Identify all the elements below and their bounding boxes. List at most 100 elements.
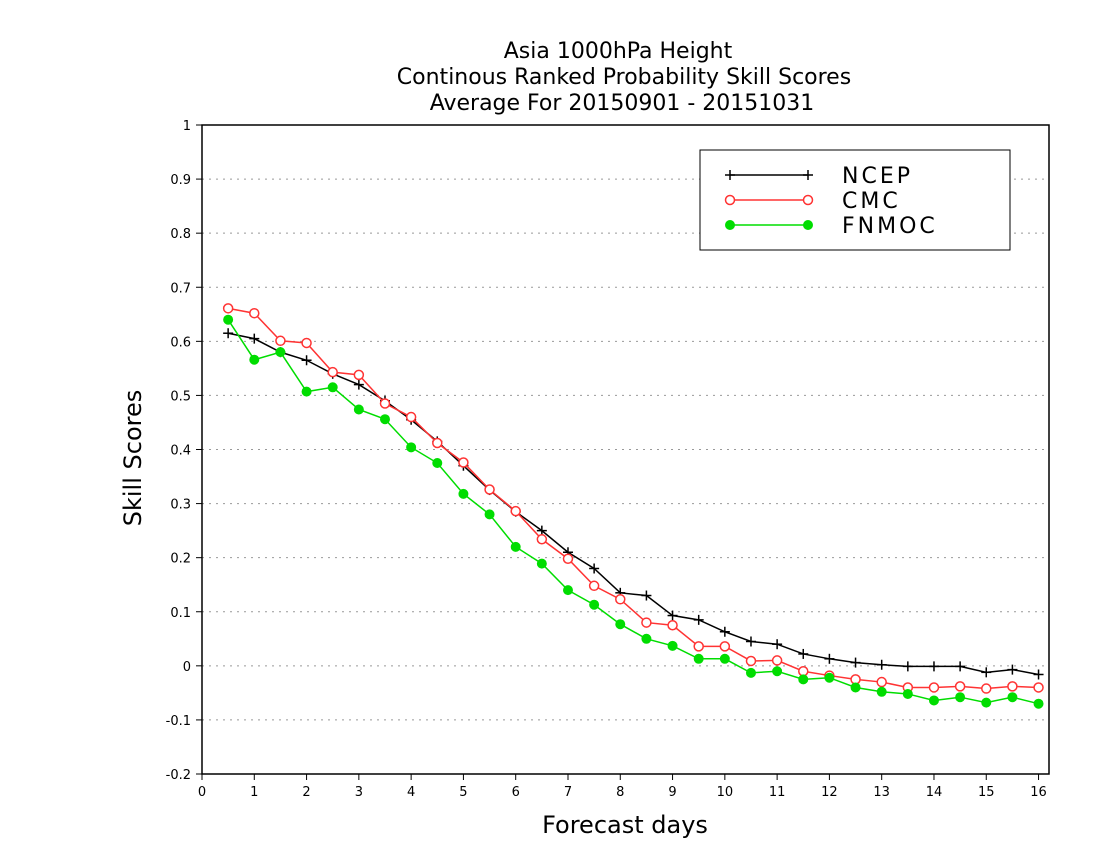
data-point [955,692,966,703]
series-fnmoc [223,314,1044,709]
data-point [876,659,887,670]
data-point [725,170,735,180]
data-point [981,667,992,678]
data-point [902,661,913,672]
data-point [588,580,600,592]
series-lines [222,303,1044,709]
data-point [432,458,443,469]
data-point [589,599,600,610]
x-tick-label: 13 [873,785,890,800]
y-tick-label: 0.7 [170,281,191,296]
x-tick-label: 8 [616,785,624,800]
chart-title: Asia 1000hPa Height Continous Ranked Pro… [397,39,851,116]
data-point [222,303,234,314]
data-point [589,563,600,574]
data-point [928,682,940,693]
data-point [876,686,887,697]
data-point [432,437,443,449]
data-point [772,666,783,677]
data-point [249,354,260,365]
data-point [719,626,730,637]
y-tick-label: -0.1 [166,714,191,729]
data-point [327,366,338,378]
data-point [981,697,992,708]
legend-entry: FNMOC [725,214,938,239]
series-cmc [222,303,1044,694]
x-tick-label: 6 [512,785,520,800]
data-point [1033,698,1044,709]
data-point [562,585,573,596]
y-tick-label: 0.2 [170,552,191,567]
data-point [693,641,704,652]
data-point [1033,682,1044,693]
data-point [615,594,626,605]
data-point [850,682,861,693]
data-point [275,347,286,358]
x-tick-label: 3 [355,785,363,800]
data-point [745,636,756,647]
data-point [824,672,835,683]
x-axis-label: Forecast days [542,811,708,839]
x-tick-label: 5 [459,785,467,800]
y-tick-label: 0.1 [170,606,191,621]
x-tick-label: 9 [668,785,676,800]
data-point [249,333,260,344]
x-tick-label: 4 [407,785,415,800]
x-tick-label: 16 [1030,785,1047,800]
y-tick-label: 0.4 [170,444,191,459]
data-point [954,681,966,692]
x-tick-label: 12 [821,785,838,800]
data-point [458,488,469,499]
y-tick-label: 0.8 [170,227,191,242]
legend-entry: CMC [724,189,898,214]
data-point [249,307,260,319]
data-point [353,404,364,415]
x-tick-label: 10 [717,785,734,800]
data-point [955,661,966,672]
legend-label: FNMOC [842,214,938,239]
data-point [406,442,417,453]
data-point [223,328,234,339]
data-point [510,541,521,552]
series-ncep [223,328,1044,680]
data-point [1007,681,1018,692]
data-point [667,610,678,621]
x-tick-label: 1 [250,785,258,800]
data-point [1033,669,1044,680]
data-point [798,674,809,685]
data-point [693,653,704,664]
data-point [223,314,234,325]
legend-entry: NCEP [725,164,913,189]
data-point [562,553,574,564]
data-point [327,382,338,393]
data-point [1007,692,1018,703]
data-point [745,655,757,667]
data-point [641,617,652,628]
data-point [850,657,861,668]
data-point [745,667,756,678]
y-tick-label: 0.3 [170,498,191,513]
data-point [301,355,312,366]
data-point [275,335,286,347]
data-point [301,386,312,397]
data-point [458,457,469,468]
data-point [353,379,364,390]
data-point [802,194,814,206]
data-point [1007,664,1018,675]
data-point [641,633,652,644]
data-point [725,220,735,230]
title-line-2: Continous Ranked Probability Skill Score… [397,65,851,90]
data-point [379,414,390,425]
data-point [772,639,783,650]
data-point [876,676,887,688]
data-point [798,648,809,659]
data-point [719,641,731,652]
data-point [379,398,391,409]
legend-label: NCEP [842,164,913,189]
data-point [484,484,495,495]
x-tick-label: 15 [978,785,995,800]
data-point [641,590,652,601]
y-tick-label: 0.5 [170,389,191,404]
